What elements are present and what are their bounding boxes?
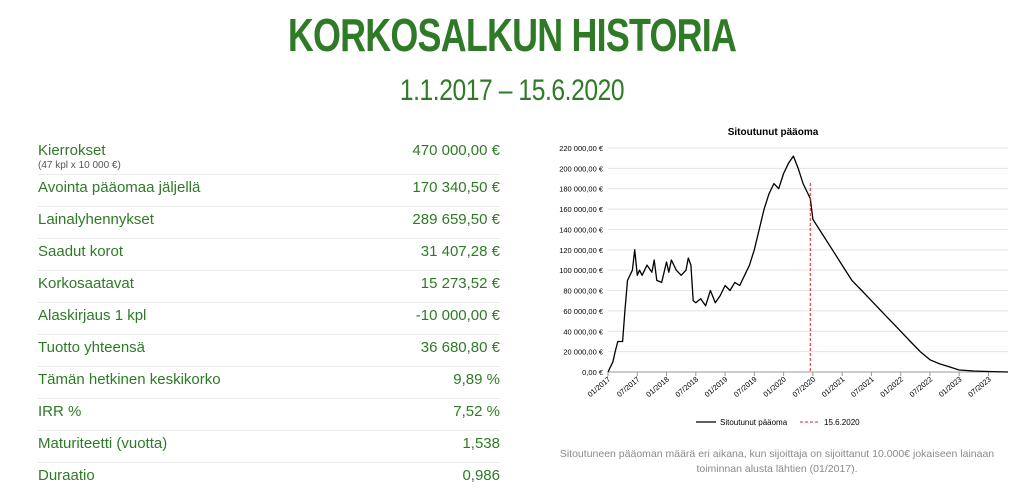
stat-row: Saadut korot 31 407,28 € [38,239,500,271]
stat-label: Tämän hetkinen keskikorko [38,371,221,388]
stat-label: Saadut korot [38,243,124,260]
series-line [607,155,1009,373]
chart-title: Sitoutunut pääoma [728,127,819,138]
x-tick-label: 07/2019 [732,375,759,399]
stat-row: IRR % 7,52 % [38,399,500,431]
chart-caption: Sitoutuneen pääoman määrä eri aikana, ku… [559,448,995,475]
stat-row: Lainalyhennykset 289 659,50 € [38,207,500,239]
capital-chart: Sitoutunut pääoma 0,00 € 20 000,00 € 40 00… [559,127,1009,427]
y-tick-label: 60 000,00 € [563,307,603,316]
stat-row: Tämän hetkinen keskikorko 9,89 % [38,367,500,399]
stat-value: 170 340,50 € [412,179,500,196]
page-title: KORKOSALKUN HISTORIA [287,9,737,61]
stat-value: -10 000,00 € [415,307,500,324]
y-axis: 0,00 € 20 000,00 € 40 000,00 € 60 000,00 € 8… [559,144,604,377]
x-tick-label: 07/2018 [674,375,701,399]
stat-label: Lainalyhennykset [38,211,154,228]
chart-legend: Sitoutunut pääoma 15.6.2020 [696,418,860,427]
period-subtitle: 1.1.2017 – 15.6.2020 [399,74,625,107]
y-tick-label: 220 000,00 € [559,144,604,153]
y-tick-label: 100 000,00 € [559,266,604,275]
stat-label: Duraatio [38,467,95,484]
stat-sublabel: (47 kpl x 10 000 €) [38,160,121,171]
stat-value: 1,538 [462,435,500,452]
x-axis: 01/2017 07/2017 01/2018 07/2018 01/2019 07/20… [586,372,993,399]
stat-label: Alaskirjaus 1 kpl [38,307,147,324]
stat-row: Korkosaatavat 15 273,52 € [38,271,500,303]
legend-label: 15.6.2020 [824,418,860,427]
x-tick-label: 07/2021 [849,375,876,399]
y-tick-label: 0,00 € [582,368,604,377]
stat-label: IRR % [38,403,82,420]
x-tick-label: 07/2017 [615,375,642,399]
x-tick-label: 01/2018 [644,375,671,399]
stat-row: Duraatio 0,986 [38,463,500,494]
chart-grid [608,147,1008,373]
stat-value: 9,89 % [453,371,500,388]
y-tick-label: 40 000,00 € [563,327,603,336]
x-tick-label: 01/2020 [761,375,788,399]
x-tick-label: 01/2017 [586,375,613,399]
stat-row: Tuotto yhteensä 36 680,80 € [38,335,500,367]
x-tick-label: 07/2023 [966,375,993,399]
stat-label: Avointa pääomaa jäljellä [38,179,201,196]
stat-label: Korkosaatavat [38,275,134,292]
stat-value: 15 273,52 € [420,275,500,292]
stat-value: 0,986 [462,467,500,484]
stat-row: Maturiteetti (vuotta) 1,538 [38,431,500,463]
stat-value: 31 407,28 € [420,243,500,260]
series-layer [607,155,1009,373]
x-tick-label: 01/2019 [703,375,730,399]
stat-value: 470 000,00 € [412,142,500,159]
y-tick-label: 200 000,00 € [559,164,604,173]
x-tick-label: 01/2021 [820,375,847,399]
x-tick-label: 07/2022 [908,375,935,399]
x-tick-label: 01/2022 [878,375,905,399]
legend-label: Sitoutunut pääoma [720,418,788,427]
x-tick-label: 01/2023 [937,375,964,399]
stat-label: Maturiteetti (vuotta) [38,435,168,452]
y-tick-label: 120 000,00 € [559,246,604,255]
stat-row-kierrokset: Kierrokset (47 kpl x 10 000 €) 470 000,0… [38,138,500,175]
stat-value: 36 680,80 € [420,339,500,356]
y-tick-label: 140 000,00 € [559,225,604,234]
y-tick-label: 180 000,00 € [559,185,604,194]
stat-label: Kierrokset [38,142,106,159]
y-tick-label: 160 000,00 € [559,205,604,214]
stat-row: Alaskirjaus 1 kpl -10 000,00 € [38,303,500,335]
y-tick-label: 80 000,00 € [563,287,603,296]
stats-table: Kierrokset (47 kpl x 10 000 €) 470 000,0… [38,138,500,494]
stat-label: Tuotto yhteensä [38,339,146,356]
y-tick-label: 20 000,00 € [563,348,603,357]
stat-value: 289 659,50 € [412,211,500,228]
stat-row: Avointa pääomaa jäljellä 170 340,50 € [38,175,500,207]
stat-value: 7,52 % [453,403,500,420]
x-tick-label: 07/2020 [791,375,818,399]
